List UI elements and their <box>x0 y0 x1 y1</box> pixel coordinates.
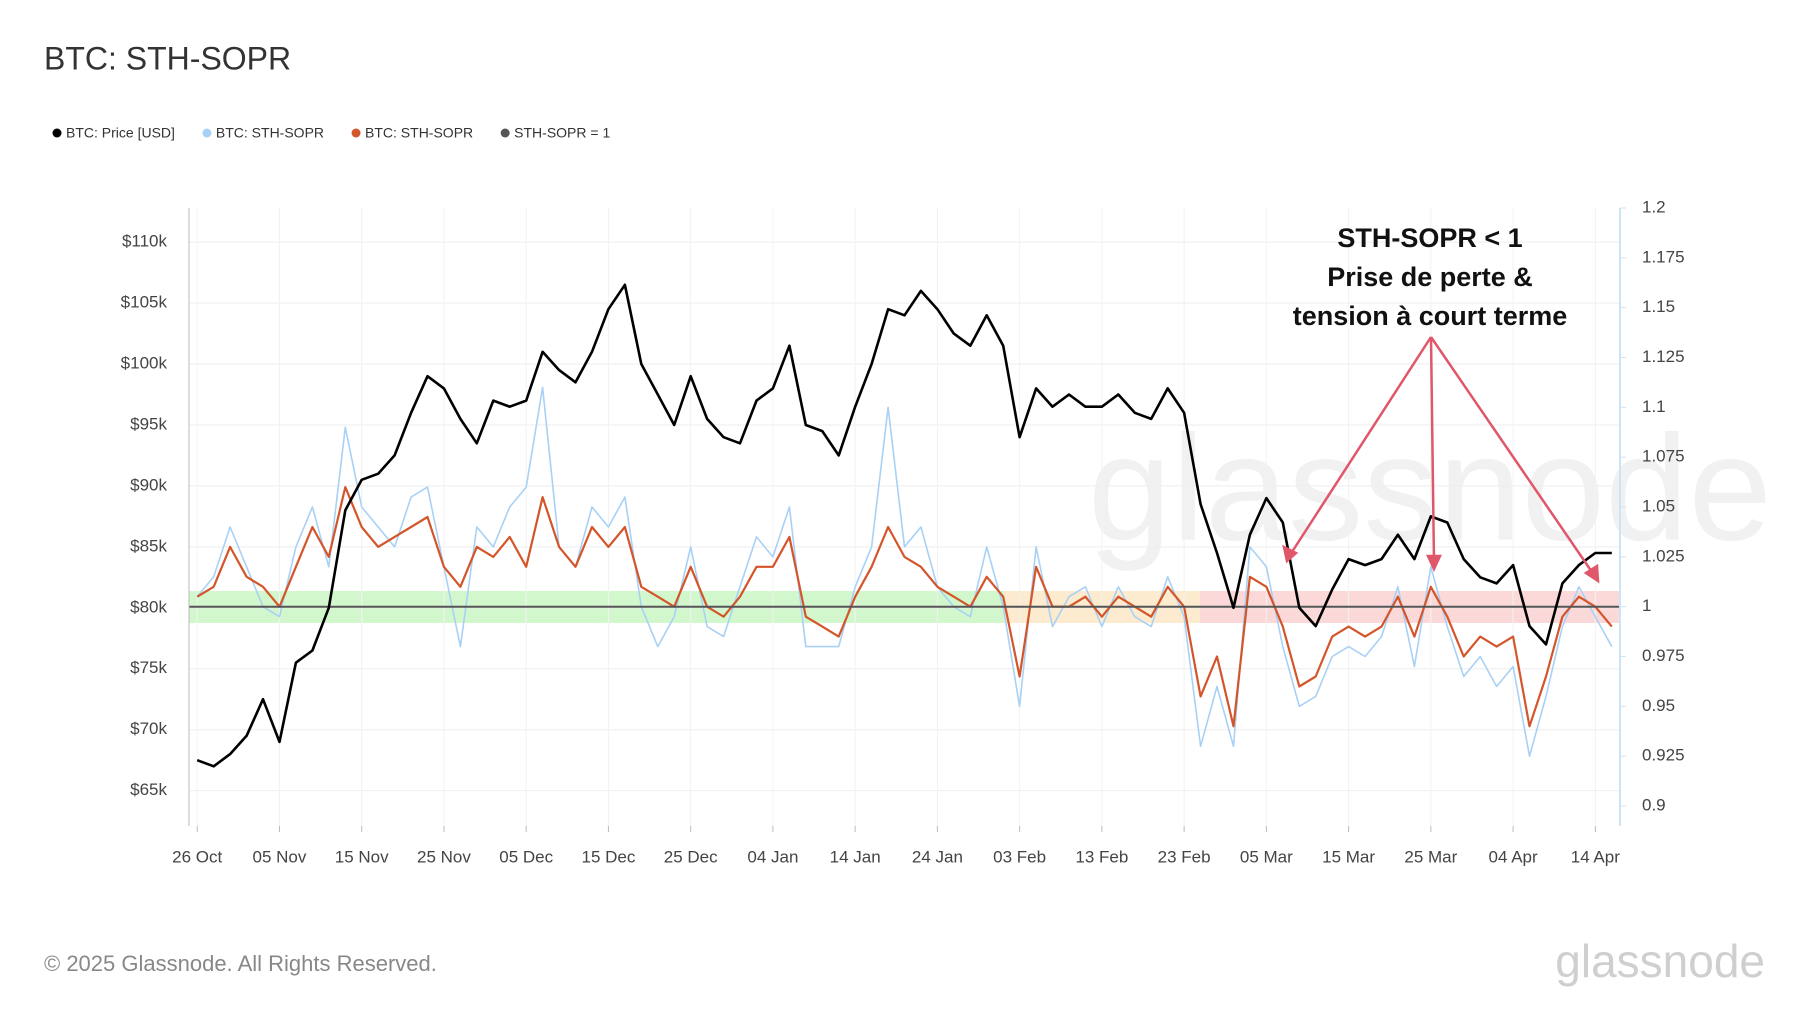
series-line <box>196 386 1613 757</box>
x-tick-label: 23 Feb <box>1158 847 1211 866</box>
y2-tick-label: 0.925 <box>1642 746 1685 765</box>
series-line <box>196 283 1612 768</box>
arrow-head <box>1282 544 1299 564</box>
y-tick-label: $90k <box>130 475 167 494</box>
x-tick-label: 25 Dec <box>664 847 718 866</box>
x-tick-label: 04 Jan <box>747 847 798 866</box>
x-tick-label: 25 Mar <box>1404 847 1457 866</box>
arrow <box>1429 336 1596 576</box>
x-tick-label: 15 Dec <box>581 847 635 866</box>
y-tick-label: $65k <box>130 780 167 799</box>
legend-marker <box>500 128 510 138</box>
x-tick-label: 05 Nov <box>253 847 307 866</box>
y2-tick-label: 1.05 <box>1642 497 1675 516</box>
x-tick-label: 05 Dec <box>499 847 553 866</box>
legend-marker <box>351 128 361 138</box>
watermark: glassnode <box>1088 404 1772 572</box>
legend-marker <box>52 128 62 138</box>
chart-title: BTC: STH-SOPR <box>44 40 291 76</box>
arrow <box>1429 336 1436 564</box>
y2-tick-label: 0.95 <box>1642 696 1675 715</box>
x-tick-label: 03 Feb <box>993 847 1046 866</box>
annotation-arrows <box>1282 336 1600 584</box>
y2-tick-label: 0.975 <box>1642 646 1685 665</box>
x-tick-label: 15 Mar <box>1322 847 1375 866</box>
y-tick-label: $105k <box>121 293 168 312</box>
x-tick-label: 25 Nov <box>417 847 471 866</box>
annotation: STH-SOPR < 1 <box>1337 223 1522 253</box>
y-tick-label: $70k <box>130 719 167 738</box>
legend-label: BTC: Price [USD] <box>66 125 175 141</box>
y2-tick-label: 1.025 <box>1642 546 1685 565</box>
y2-tick-label: 1.175 <box>1642 247 1685 266</box>
x-tick-label: 05 Mar <box>1240 847 1293 866</box>
legend-label: BTC: STH-SOPR <box>216 125 324 141</box>
arrow-head <box>1426 554 1442 572</box>
y2-tick-label: 1 <box>1642 596 1651 615</box>
annotation: Prise de perte & <box>1327 262 1533 292</box>
x-tick-label: 04 Apr <box>1489 847 1538 866</box>
legend-marker <box>202 128 212 138</box>
copyright: © 2025 Glassnode. All Rights Reserved. <box>44 951 437 976</box>
y-tick-label: $75k <box>130 658 167 677</box>
y-tick-label: $85k <box>130 536 167 555</box>
y-tick-label: $100k <box>121 354 168 373</box>
x-tick-label: 14 Jan <box>830 847 881 866</box>
y2-tick-label: 1.075 <box>1642 447 1685 466</box>
x-tick-label: 24 Jan <box>912 847 963 866</box>
y2-tick-label: 1.15 <box>1642 297 1675 316</box>
legend-label: STH-SOPR = 1 <box>514 125 610 141</box>
y-tick-label: $110k <box>122 232 168 251</box>
series-line <box>196 486 1613 728</box>
annotation: tension à court terme <box>1293 301 1568 331</box>
x-tick-label: 13 Feb <box>1075 847 1128 866</box>
y-tick-label: $80k <box>130 597 167 616</box>
y-tick-label: $95k <box>130 414 167 433</box>
legend-label: BTC: STH-SOPR <box>365 125 473 141</box>
y2-tick-label: 1.125 <box>1642 347 1685 366</box>
x-tick-label: 14 Apr <box>1571 847 1620 866</box>
y2-tick-label: 0.9 <box>1642 796 1666 815</box>
y2-tick-label: 1.1 <box>1642 397 1666 416</box>
arrow <box>1288 336 1433 556</box>
logo: glassnode <box>1555 935 1765 987</box>
x-tick-label: 15 Nov <box>335 847 389 866</box>
x-tick-label: 26 Oct <box>172 847 222 866</box>
arrow-head <box>1583 563 1600 584</box>
y2-tick-label: 1.2 <box>1642 197 1666 216</box>
